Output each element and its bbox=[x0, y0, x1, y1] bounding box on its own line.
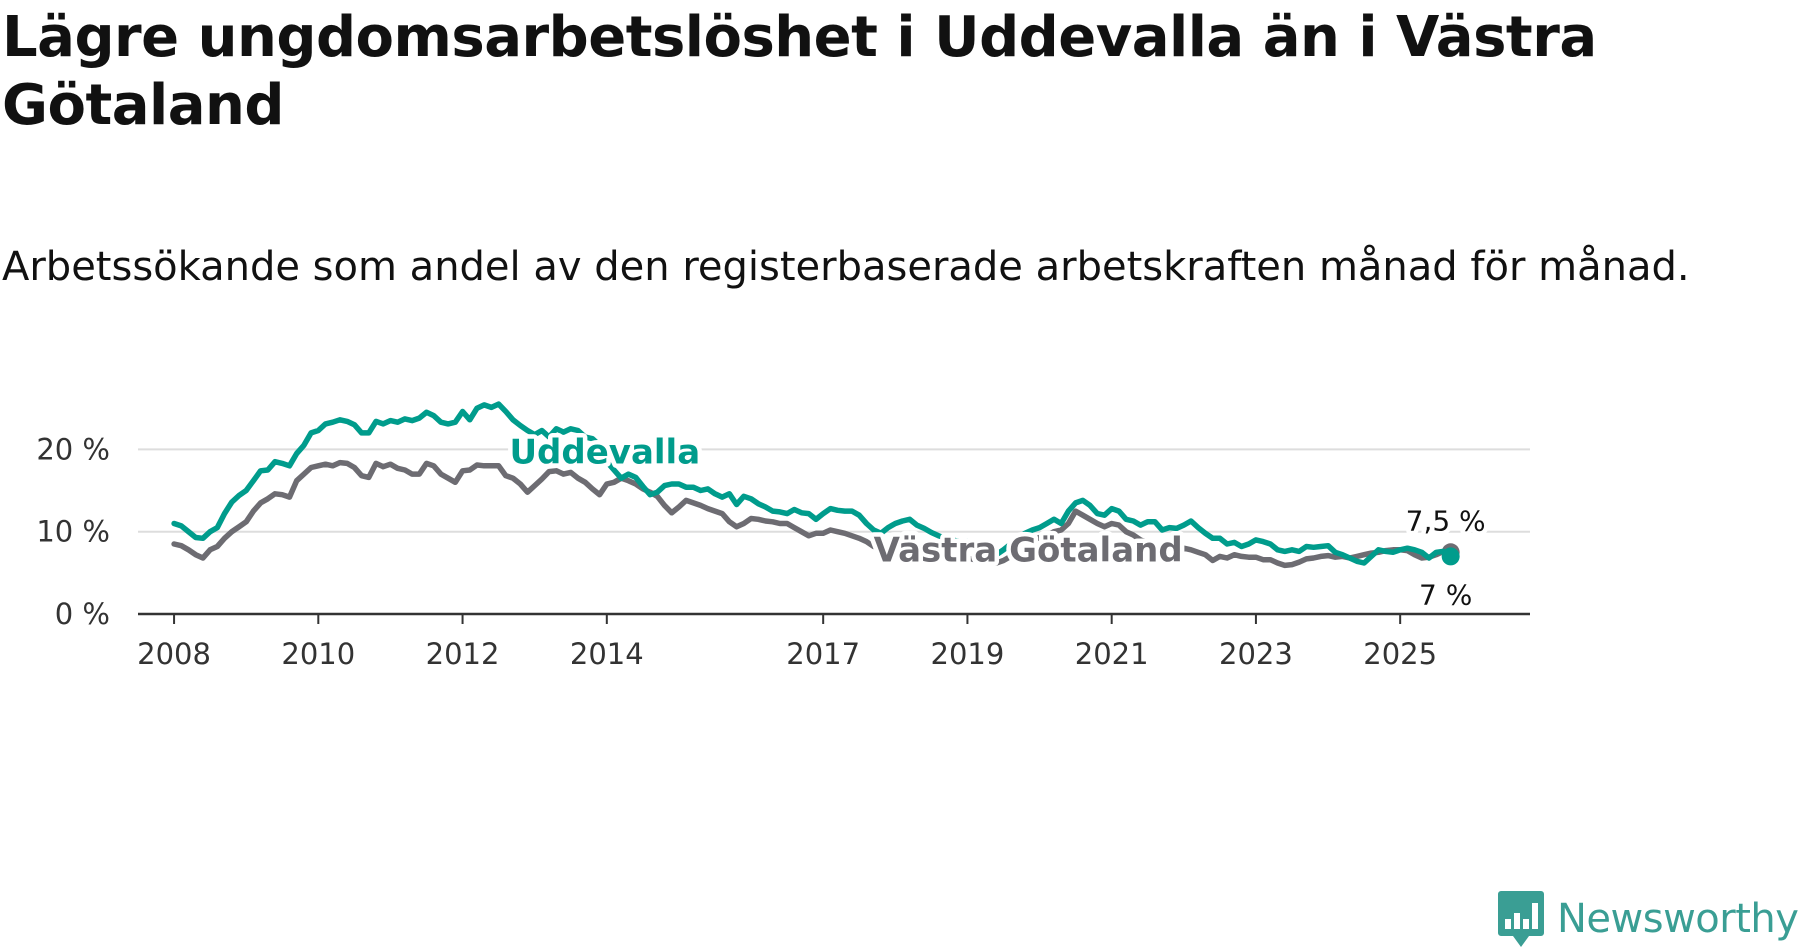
y-tick-label: 0 % bbox=[55, 597, 110, 631]
x-tick-label: 2014 bbox=[570, 637, 644, 671]
end-label-vastra-gotaland: 7,5 % bbox=[1406, 504, 1486, 537]
y-tick-label: 10 % bbox=[36, 515, 110, 549]
x-tick-label: 2008 bbox=[137, 637, 211, 671]
newsworthy-logo[interactable]: Newsworthy bbox=[1497, 889, 1799, 949]
series-line-uddevalla bbox=[171, 401, 1454, 566]
newsworthy-logo-icon bbox=[1498, 891, 1544, 947]
series-line-vastra-gotaland bbox=[171, 459, 1454, 569]
end-point-uddevalla bbox=[1441, 547, 1460, 566]
x-tick-label: 2025 bbox=[1363, 637, 1437, 671]
x-tick-label: 2021 bbox=[1075, 637, 1149, 671]
x-tick-label: 2010 bbox=[281, 637, 355, 671]
x-axis-ticks: 2008 2010 2012 2014 2017 2019 2021 2023 2025 bbox=[137, 612, 1530, 671]
x-tick-label: 2017 bbox=[786, 637, 860, 671]
x-tick-label: 2023 bbox=[1219, 637, 1293, 671]
chart-subtitle: Arbetssökande som andel av den registerb… bbox=[2, 244, 1690, 290]
series-label-vastra-gotaland: Västra Götaland bbox=[874, 530, 1183, 570]
series-labels: Uddevalla Västra Götaland 7,5 % 7 % bbox=[505, 428, 1490, 616]
series-label-uddevalla: Uddevalla bbox=[509, 432, 700, 472]
series-lines bbox=[171, 401, 1460, 569]
x-tick-label: 2012 bbox=[426, 637, 500, 671]
chart-title: Lägre ungdomsarbetslöshet i Uddevalla än… bbox=[2, 5, 1597, 138]
y-tick-label: 20 % bbox=[36, 432, 110, 466]
y-axis-ticks: 0 % 10 % 20 % bbox=[36, 432, 110, 631]
x-tick-label: 2019 bbox=[931, 637, 1005, 671]
brand-name: Newsworthy bbox=[1557, 896, 1799, 942]
end-label-uddevalla: 7 % bbox=[1419, 578, 1472, 611]
